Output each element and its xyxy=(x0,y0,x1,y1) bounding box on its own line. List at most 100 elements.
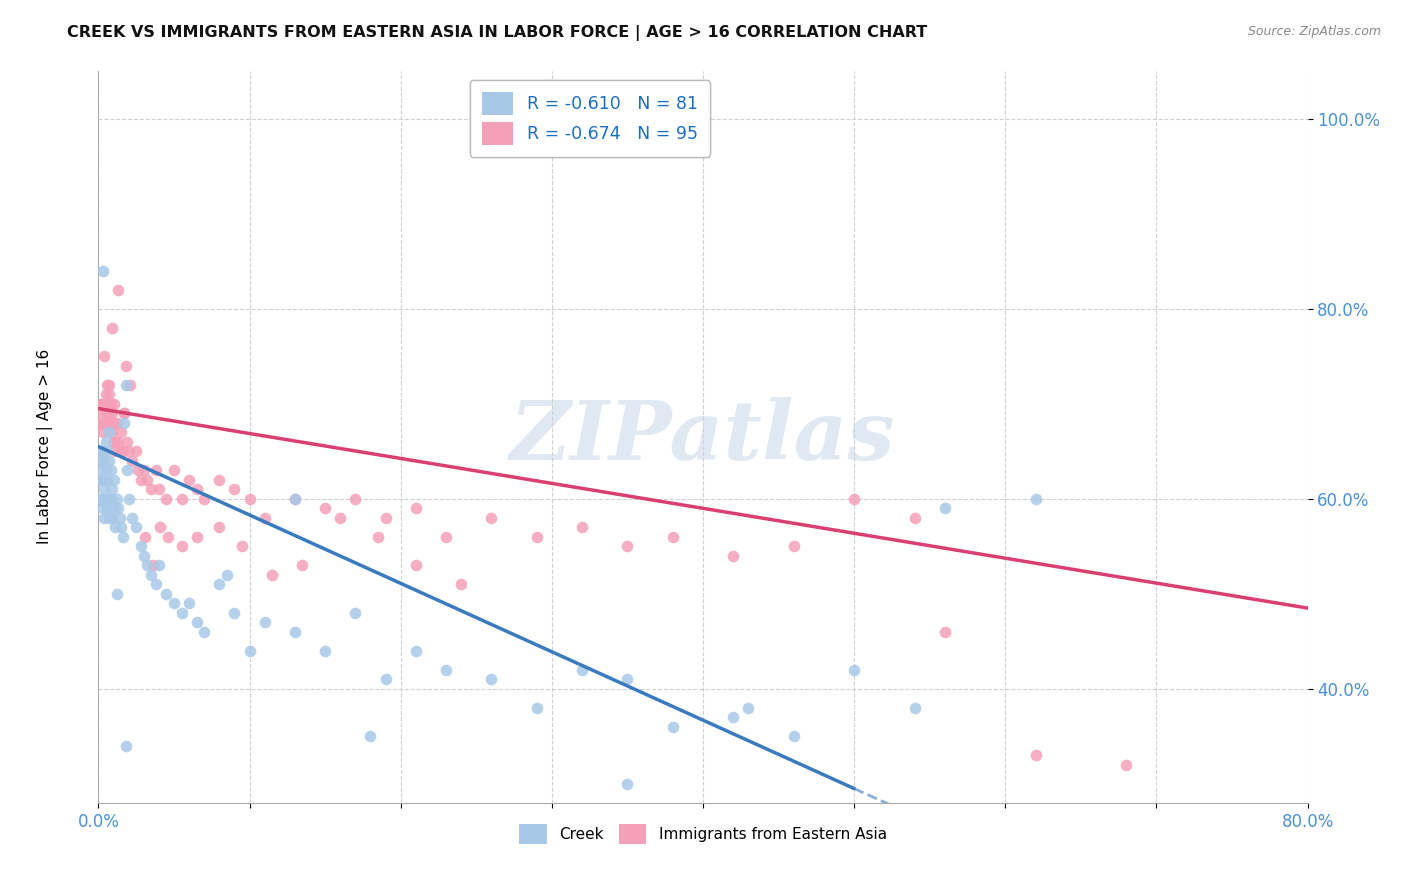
Point xyxy=(163,463,186,477)
Point xyxy=(571,520,593,534)
Point xyxy=(101,406,124,420)
Point xyxy=(208,577,231,591)
Point xyxy=(104,520,127,534)
Point xyxy=(98,511,121,525)
Point xyxy=(94,434,117,449)
Point xyxy=(94,387,117,401)
Point xyxy=(135,473,157,487)
Point xyxy=(1115,757,1137,772)
Point xyxy=(783,729,806,743)
Point xyxy=(723,710,745,724)
Point xyxy=(100,416,122,430)
Point xyxy=(96,501,118,516)
Point xyxy=(94,463,117,477)
Point xyxy=(142,558,165,573)
Text: CREEK VS IMMIGRANTS FROM EASTERN ASIA IN LABOR FORCE | AGE > 16 CORRELATION CHAR: CREEK VS IMMIGRANTS FROM EASTERN ASIA IN… xyxy=(67,25,928,41)
Point xyxy=(616,673,638,687)
Point xyxy=(100,416,122,430)
Point xyxy=(111,444,134,458)
Point xyxy=(616,777,638,791)
Point xyxy=(156,530,179,544)
Point xyxy=(96,377,118,392)
Point xyxy=(170,491,193,506)
Point xyxy=(101,425,124,440)
Point xyxy=(114,359,136,373)
Point xyxy=(105,491,128,506)
Point xyxy=(118,491,141,506)
Point xyxy=(98,387,121,401)
Point xyxy=(90,416,112,430)
Point xyxy=(98,377,121,392)
Point xyxy=(89,397,111,411)
Point xyxy=(314,501,336,516)
Point xyxy=(145,463,167,477)
Legend: Creek, Immigrants from Eastern Asia: Creek, Immigrants from Eastern Asia xyxy=(513,818,893,850)
Point xyxy=(89,444,111,458)
Point xyxy=(91,444,114,458)
Point xyxy=(170,539,193,553)
Point xyxy=(224,606,246,620)
Point xyxy=(208,473,231,487)
Point xyxy=(904,701,927,715)
Point xyxy=(193,624,215,639)
Point xyxy=(284,491,307,506)
Point xyxy=(98,491,121,506)
Point xyxy=(132,463,155,477)
Point xyxy=(100,397,122,411)
Point xyxy=(94,406,117,420)
Point xyxy=(108,511,131,525)
Point xyxy=(100,491,122,506)
Point xyxy=(91,501,114,516)
Point xyxy=(904,511,927,525)
Point xyxy=(96,397,118,411)
Point xyxy=(91,425,114,440)
Point xyxy=(101,511,124,525)
Point xyxy=(723,549,745,563)
Point xyxy=(155,491,177,506)
Point xyxy=(934,624,956,639)
Point xyxy=(90,454,112,468)
Point xyxy=(112,416,135,430)
Point xyxy=(1024,748,1046,763)
Point xyxy=(111,530,134,544)
Point xyxy=(98,454,121,468)
Point xyxy=(179,473,201,487)
Point xyxy=(129,473,152,487)
Point xyxy=(134,530,156,544)
Point xyxy=(96,397,118,411)
Point xyxy=(179,596,201,610)
Point xyxy=(110,520,132,534)
Point xyxy=(367,530,389,544)
Point xyxy=(115,434,138,449)
Point xyxy=(170,606,193,620)
Point xyxy=(374,673,396,687)
Point xyxy=(107,283,129,297)
Point xyxy=(844,663,866,677)
Point xyxy=(208,520,231,534)
Point xyxy=(616,539,638,553)
Point xyxy=(105,416,128,430)
Point xyxy=(284,491,307,506)
Point xyxy=(231,539,253,553)
Point xyxy=(314,644,336,658)
Point xyxy=(114,739,136,753)
Point xyxy=(93,397,115,411)
Point xyxy=(844,491,866,506)
Point xyxy=(112,406,135,420)
Point xyxy=(239,491,262,506)
Point xyxy=(135,558,157,573)
Point xyxy=(262,567,284,582)
Point xyxy=(121,454,143,468)
Point xyxy=(103,434,125,449)
Point xyxy=(90,491,112,506)
Point xyxy=(121,511,143,525)
Point xyxy=(434,530,457,544)
Point xyxy=(661,720,683,734)
Point xyxy=(661,530,683,544)
Point xyxy=(934,501,956,516)
Point xyxy=(239,644,262,658)
Point xyxy=(344,606,367,620)
Point xyxy=(100,463,122,477)
Point xyxy=(96,473,118,487)
Point xyxy=(120,377,142,392)
